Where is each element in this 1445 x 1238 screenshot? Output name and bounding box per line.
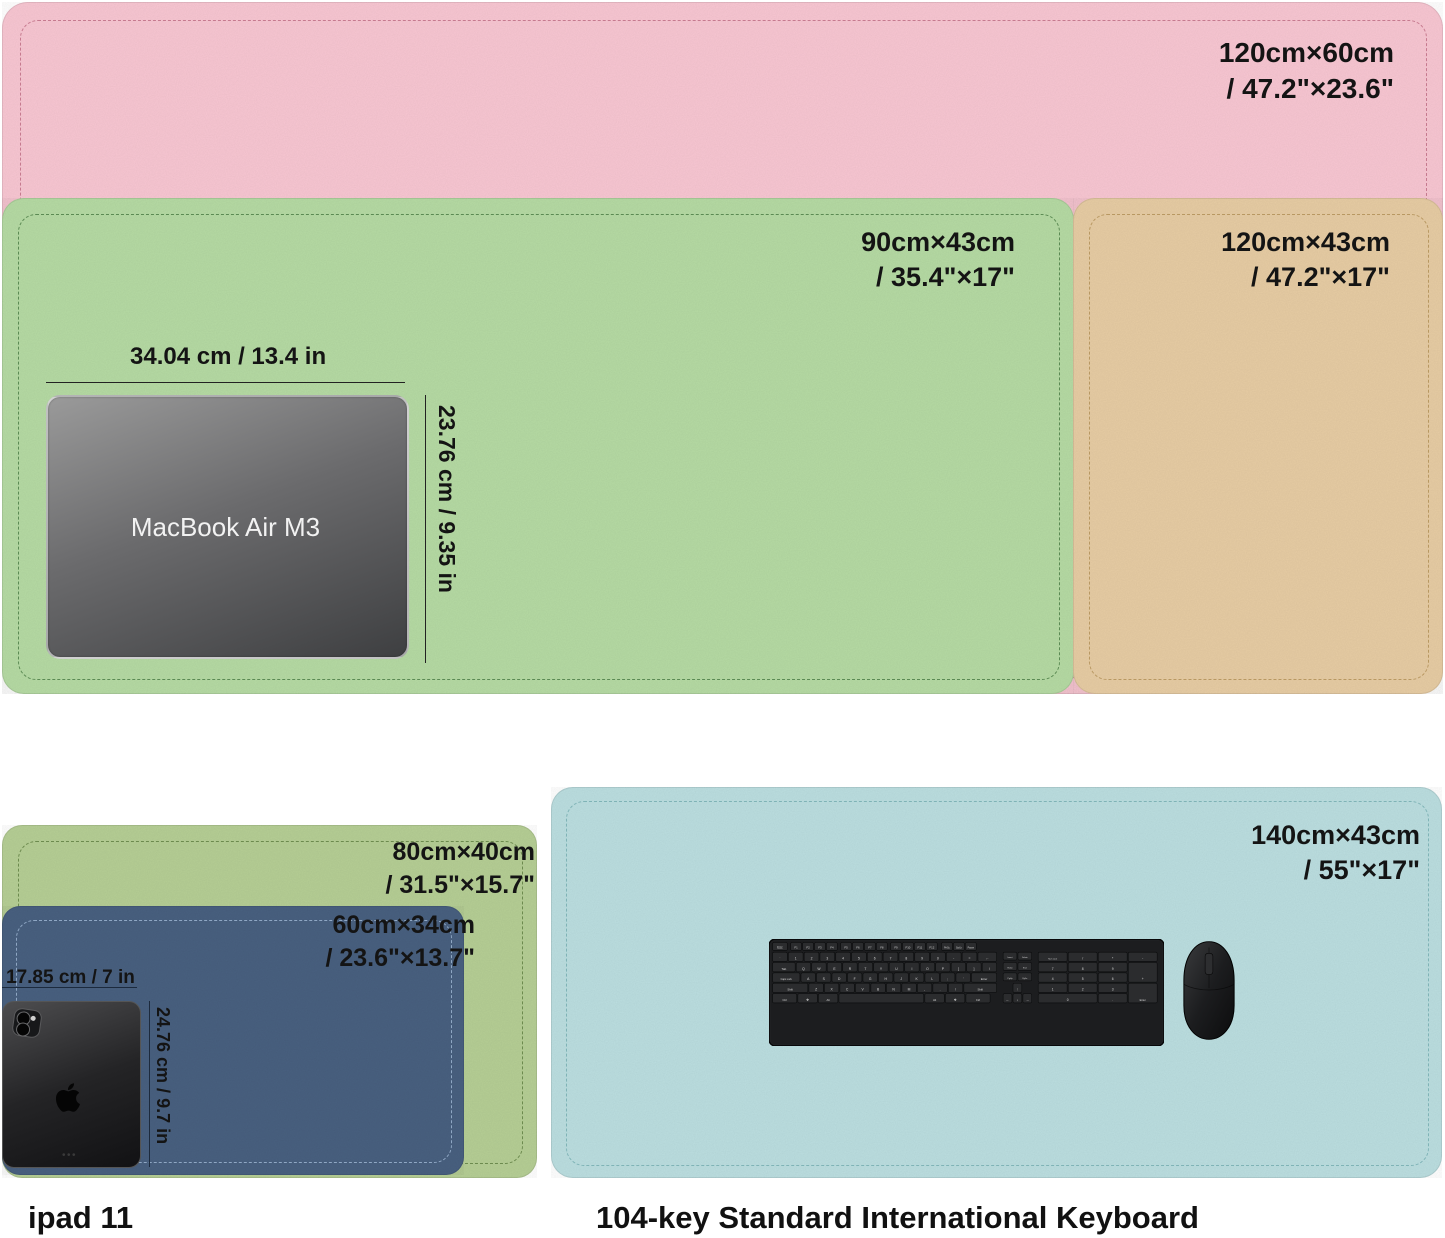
svg-text:.: . [1112,998,1113,1002]
svg-text:←: ← [1006,998,1010,1002]
svg-text:;: ; [947,977,948,981]
svg-text:.: . [940,988,941,992]
svg-text:↓: ↓ [1017,998,1019,1002]
svg-text:0: 0 [937,956,939,960]
svg-text:9: 9 [1112,967,1114,971]
svg-text:↑: ↑ [1017,988,1019,992]
svg-text:8: 8 [1082,967,1084,971]
svg-text:Z: Z [815,988,817,992]
svg-text:Alt: Alt [933,998,936,1002]
svg-text:4: 4 [1052,977,1054,981]
svg-text:Ctrl: Ctrl [976,998,981,1002]
svg-text:3: 3 [826,956,828,960]
svg-text:G: G [869,977,872,981]
svg-text:Enter: Enter [1140,998,1146,1002]
svg-text:,: , [924,988,925,992]
svg-text:1: 1 [1052,988,1054,992]
svg-text:2: 2 [811,956,813,960]
svg-text:T: T [864,967,866,971]
svg-text:5: 5 [1082,977,1084,981]
svg-text:Shift: Shift [787,988,793,992]
svg-text:2: 2 [1082,988,1084,992]
svg-text:PrtSc: PrtSc [944,946,950,949]
svg-text:3: 3 [1112,988,1114,992]
svg-text:+: + [1142,977,1144,981]
svg-text:Num Lock: Num Lock [1048,958,1057,960]
svg-text:Esc: Esc [777,945,783,949]
svg-text:F11: F11 [918,945,923,949]
svg-text:Caps Lock: Caps Lock [781,978,793,981]
svg-text:F12: F12 [929,945,934,949]
svg-text:I: I [911,967,912,971]
svg-text:Q: Q [802,967,805,971]
svg-text:L: L [931,977,933,981]
svg-text:8: 8 [905,956,907,960]
svg-text:F6: F6 [856,945,860,949]
svg-text:=: = [969,956,971,960]
svg-text:-: - [953,956,954,960]
svg-text:→: → [1026,998,1030,1002]
svg-text:7: 7 [890,956,892,960]
svg-text:M: M [908,988,911,992]
svg-text:F3: F3 [818,945,822,949]
svg-text:F5: F5 [844,945,848,949]
svg-text:F: F [854,977,856,981]
svg-text:[: [ [958,967,959,971]
svg-text:`: ` [779,956,780,960]
svg-text:F7: F7 [868,945,872,949]
svg-text:6: 6 [874,956,876,960]
svg-text:6: 6 [1112,977,1114,981]
svg-text:F10: F10 [905,945,910,949]
svg-text:F4: F4 [830,945,834,949]
svg-text:/: / [1082,956,1083,960]
svg-text:F8: F8 [880,945,884,949]
svg-text:❖: ❖ [806,998,809,1002]
svg-text:Delete: Delete [1022,956,1028,959]
svg-text:Tab: Tab [781,967,786,971]
svg-text:←: ← [986,956,990,960]
svg-text:Insert: Insert [1008,956,1013,959]
svg-text:7: 7 [1052,967,1054,971]
svg-text:1: 1 [795,956,797,960]
svg-text:ScrLk: ScrLk [956,947,963,949]
svg-text:F2: F2 [806,945,810,949]
svg-text:]: ] [973,967,974,971]
svg-text:Pause: Pause [968,947,975,949]
svg-text:9: 9 [921,956,923,960]
svg-text:Ctrl: Ctrl [783,998,788,1002]
svg-text:/: / [955,988,956,992]
svg-text:PgDn: PgDn [1022,978,1027,980]
svg-text:O: O [926,967,929,971]
svg-text:0: 0 [1067,998,1069,1002]
svg-text:4: 4 [842,956,844,960]
svg-text:Home: Home [1007,967,1012,969]
svg-text:\: \ [989,967,990,971]
svg-text:5: 5 [858,956,860,960]
svg-text:End: End [1023,967,1027,969]
svg-text:Shift: Shift [977,988,983,992]
svg-text:Enter: Enter [981,977,988,981]
svg-text:Alt: Alt [826,998,829,1002]
svg-text:F1: F1 [794,945,798,949]
svg-text:-: - [1142,956,1143,960]
svg-text:F9: F9 [894,945,898,949]
svg-text:❖: ❖ [954,998,957,1002]
